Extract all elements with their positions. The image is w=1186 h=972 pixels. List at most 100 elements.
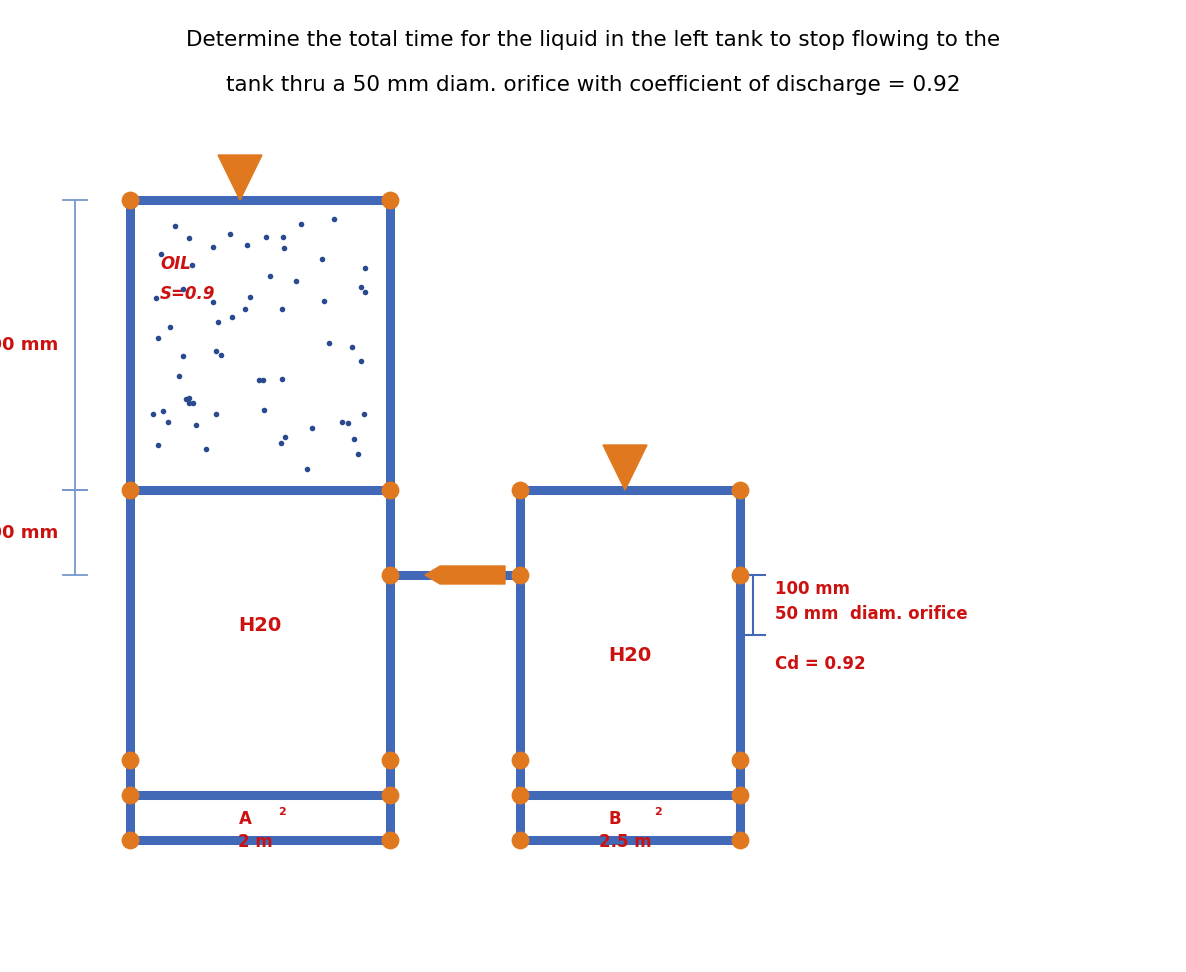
Text: OIL: OIL [160, 255, 191, 273]
Polygon shape [218, 155, 262, 200]
Point [731, 752, 750, 768]
Point [345, 432, 364, 447]
Point [356, 284, 375, 299]
Point [298, 461, 317, 476]
Point [351, 279, 370, 295]
Point [206, 406, 225, 422]
Point [302, 421, 321, 436]
Point [510, 568, 529, 583]
Point [510, 832, 529, 848]
Point [731, 482, 750, 498]
Point [272, 435, 291, 451]
Text: 100 mm: 100 mm [774, 580, 850, 598]
Point [287, 273, 306, 289]
Point [197, 440, 216, 456]
Point [273, 301, 292, 317]
Point [235, 301, 254, 317]
Point [261, 268, 280, 284]
Point [254, 372, 273, 388]
Point [180, 229, 199, 245]
Point [275, 241, 294, 257]
Point [510, 787, 529, 803]
Text: 400 mm: 400 mm [0, 336, 58, 354]
Point [223, 309, 242, 325]
Text: A: A [238, 810, 251, 828]
Text: B: B [608, 810, 621, 828]
Point [381, 752, 400, 768]
Point [273, 229, 292, 245]
Point [186, 417, 205, 433]
Point [510, 752, 529, 768]
Point [183, 258, 202, 273]
Point [381, 832, 400, 848]
Point [349, 446, 368, 462]
Point [381, 568, 400, 583]
Text: tank thru a 50 mm diam. orifice with coefficient of discharge = 0.92: tank thru a 50 mm diam. orifice with coe… [225, 75, 961, 95]
Text: 2 m: 2 m [237, 833, 273, 851]
Text: 200 mm: 200 mm [0, 524, 58, 541]
Point [211, 347, 230, 363]
Point [152, 246, 171, 261]
Point [325, 212, 344, 227]
Point [319, 335, 338, 351]
FancyArrow shape [425, 566, 505, 584]
Point [209, 315, 228, 330]
Point [146, 290, 165, 305]
Point [121, 832, 140, 848]
Text: H20: H20 [238, 615, 281, 635]
Point [121, 752, 140, 768]
Text: 2.5 m: 2.5 m [599, 833, 651, 851]
Text: Determine the total time for the liquid in the left tank to stop flowing to the: Determine the total time for the liquid … [186, 30, 1000, 50]
Point [237, 237, 256, 253]
Point [356, 260, 375, 276]
Point [343, 339, 362, 355]
Point [170, 368, 189, 384]
Point [381, 482, 400, 498]
Point [179, 396, 198, 411]
Point [159, 414, 178, 430]
Point [249, 372, 268, 388]
Point [731, 568, 750, 583]
Point [312, 251, 331, 266]
Text: S=0.9: S=0.9 [160, 285, 216, 303]
Point [273, 371, 292, 387]
Point [166, 218, 185, 233]
Point [121, 482, 140, 498]
Point [332, 414, 351, 430]
Point [292, 217, 311, 232]
Point [339, 415, 358, 431]
Polygon shape [602, 445, 648, 490]
Point [148, 437, 167, 453]
Point [177, 392, 196, 407]
Point [275, 430, 294, 445]
Point [173, 348, 192, 364]
Point [221, 226, 240, 242]
Text: H20: H20 [608, 645, 651, 665]
Point [731, 832, 750, 848]
Point [351, 353, 370, 368]
Point [153, 403, 172, 419]
Text: 2: 2 [655, 807, 662, 817]
Point [510, 482, 529, 498]
Point [184, 396, 203, 411]
Point [204, 295, 223, 310]
Point [381, 192, 400, 208]
Point [149, 330, 168, 346]
Point [381, 787, 400, 803]
Point [121, 787, 140, 803]
Point [160, 319, 179, 334]
Point [256, 229, 275, 245]
Point [204, 240, 223, 256]
Text: 2: 2 [279, 807, 286, 817]
Point [355, 406, 374, 422]
Point [206, 343, 225, 359]
Text: Cd = 0.92: Cd = 0.92 [774, 655, 866, 673]
Point [173, 282, 192, 297]
Point [255, 402, 274, 418]
Point [121, 192, 140, 208]
Point [731, 787, 750, 803]
Point [144, 406, 162, 422]
Text: 50 mm  diam. orifice: 50 mm diam. orifice [774, 605, 968, 623]
Point [241, 290, 260, 305]
Point [179, 390, 198, 405]
